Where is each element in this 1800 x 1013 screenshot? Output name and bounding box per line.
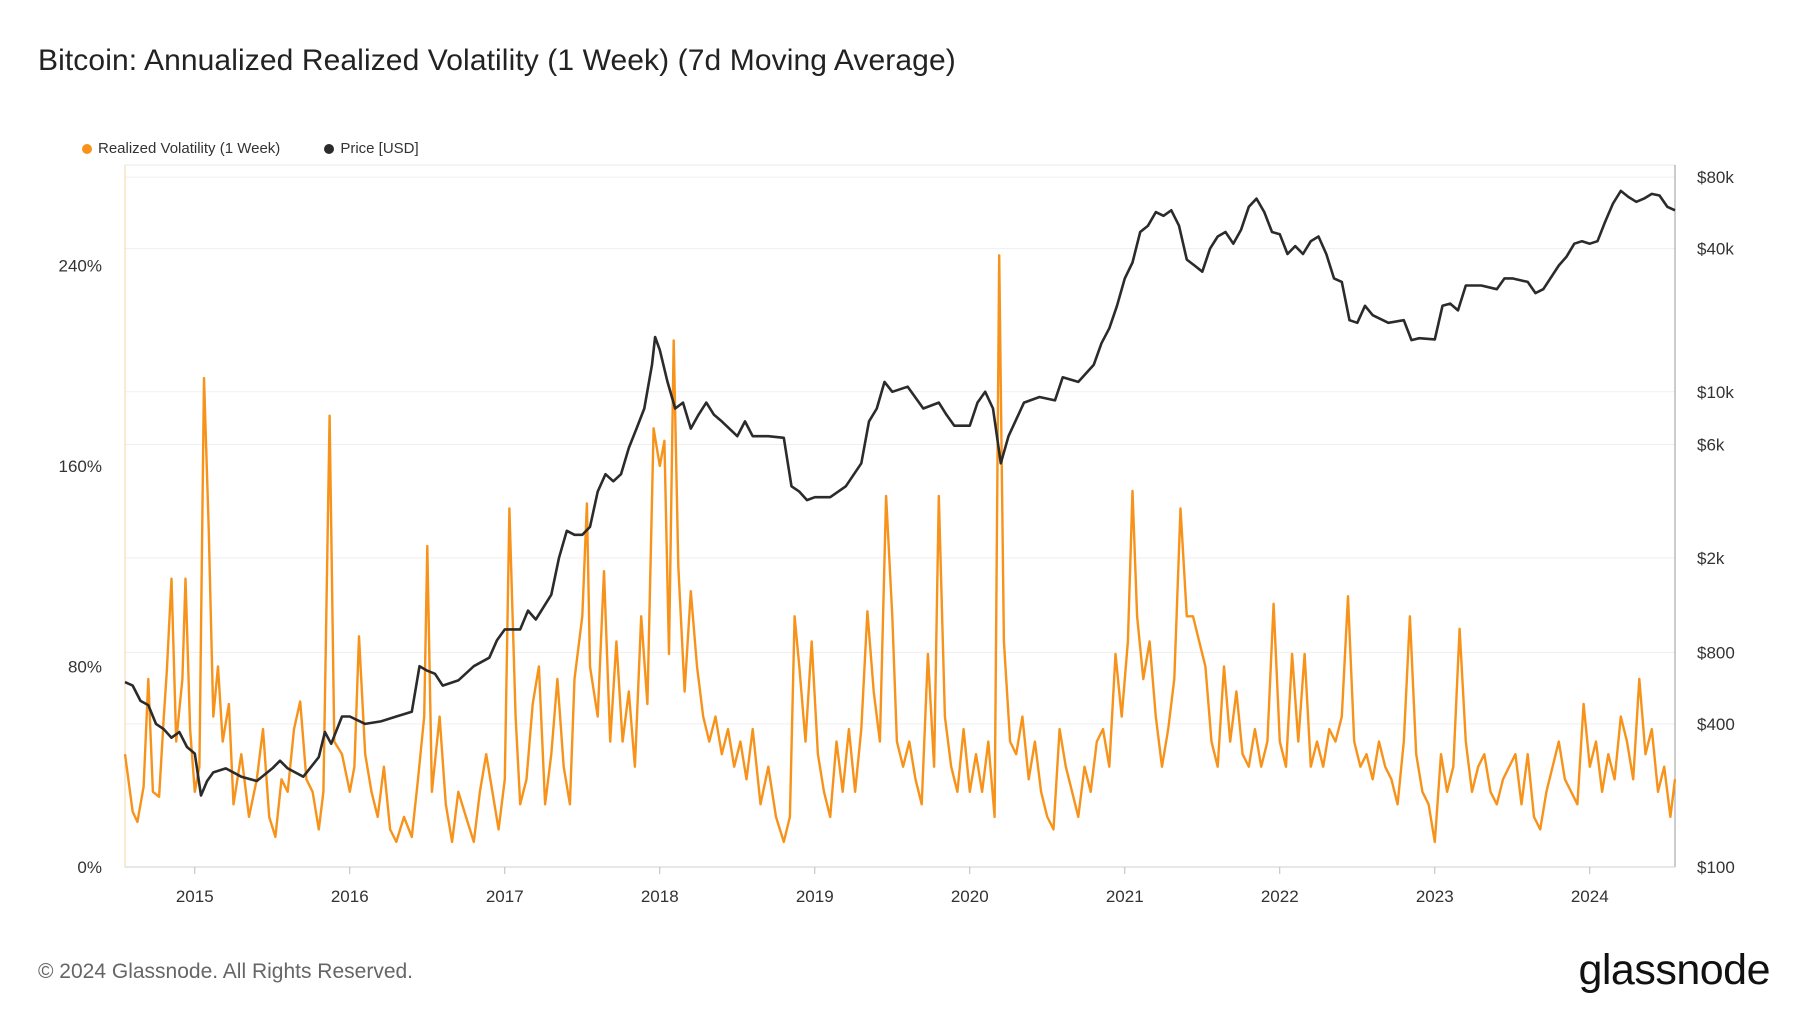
x-tick-label-2023: 2023: [1416, 887, 1454, 906]
x-tick-label-2016: 2016: [331, 887, 369, 906]
chart-legend: Realized Volatility (1 Week) Price [USD]: [82, 140, 463, 157]
y-right-tick-$6k: $6k: [1697, 435, 1725, 454]
series-line-volatility[interactable]: [123, 254, 1677, 844]
y-left-tick-0%: 0%: [77, 858, 102, 877]
series-line-price[interactable]: [124, 189, 1676, 797]
y-left-tick-240%: 240%: [59, 256, 102, 275]
y-right-tick-$80k: $80k: [1697, 168, 1734, 187]
x-tick-label-2024: 2024: [1571, 887, 1609, 906]
y-right-tick-$400: $400: [1697, 715, 1735, 734]
legend-dot-volatility: [82, 143, 92, 154]
copyright-footer: © 2024 Glassnode. All Rights Reserved.: [38, 960, 414, 983]
legend-label-price: Price [USD]: [340, 140, 419, 157]
left-axis-ticks: 0% 80% 160% 240%: [59, 256, 102, 877]
x-tick-label-2018: 2018: [641, 887, 679, 906]
x-tick-label-2015: 2015: [176, 887, 214, 906]
x-tick-label-2022: 2022: [1261, 887, 1299, 906]
legend-dot-price: [324, 143, 335, 154]
legend-label-volatility: Realized Volatility (1 Week): [98, 140, 281, 157]
y-left-tick-160%: 160%: [59, 457, 102, 476]
legend-item-price[interactable]: Price [USD]: [324, 140, 419, 157]
gridlines: [125, 176, 1675, 868]
x-tick-label-2017: 2017: [486, 887, 524, 906]
y-right-tick-$10k: $10k: [1697, 383, 1734, 402]
legend-item-volatility[interactable]: Realized Volatility (1 Week): [82, 140, 280, 157]
y-right-tick-$800: $800: [1697, 643, 1735, 662]
y-right-tick-$40k: $40k: [1697, 240, 1734, 259]
right-axis-ticks: $100 $400 $800 $2k $6k $10k $40k $80k: [1697, 168, 1735, 877]
x-axis-ticks: 2015 2016 2017 2018 2019 2020 2021 2022 2023 2024: [176, 867, 1609, 906]
chart-title: Bitcoin: Annualized Realized Volatility …: [38, 44, 956, 77]
y-right-tick-$2k: $2k: [1697, 549, 1725, 568]
y-right-tick-$100: $100: [1697, 858, 1735, 877]
x-tick-label-2020: 2020: [951, 887, 989, 906]
x-tick-label-2021: 2021: [1106, 887, 1144, 906]
x-tick-label-2019: 2019: [796, 887, 834, 906]
glassnode-logo: glassnode: [1578, 946, 1770, 994]
y-left-tick-80%: 80%: [68, 657, 102, 676]
